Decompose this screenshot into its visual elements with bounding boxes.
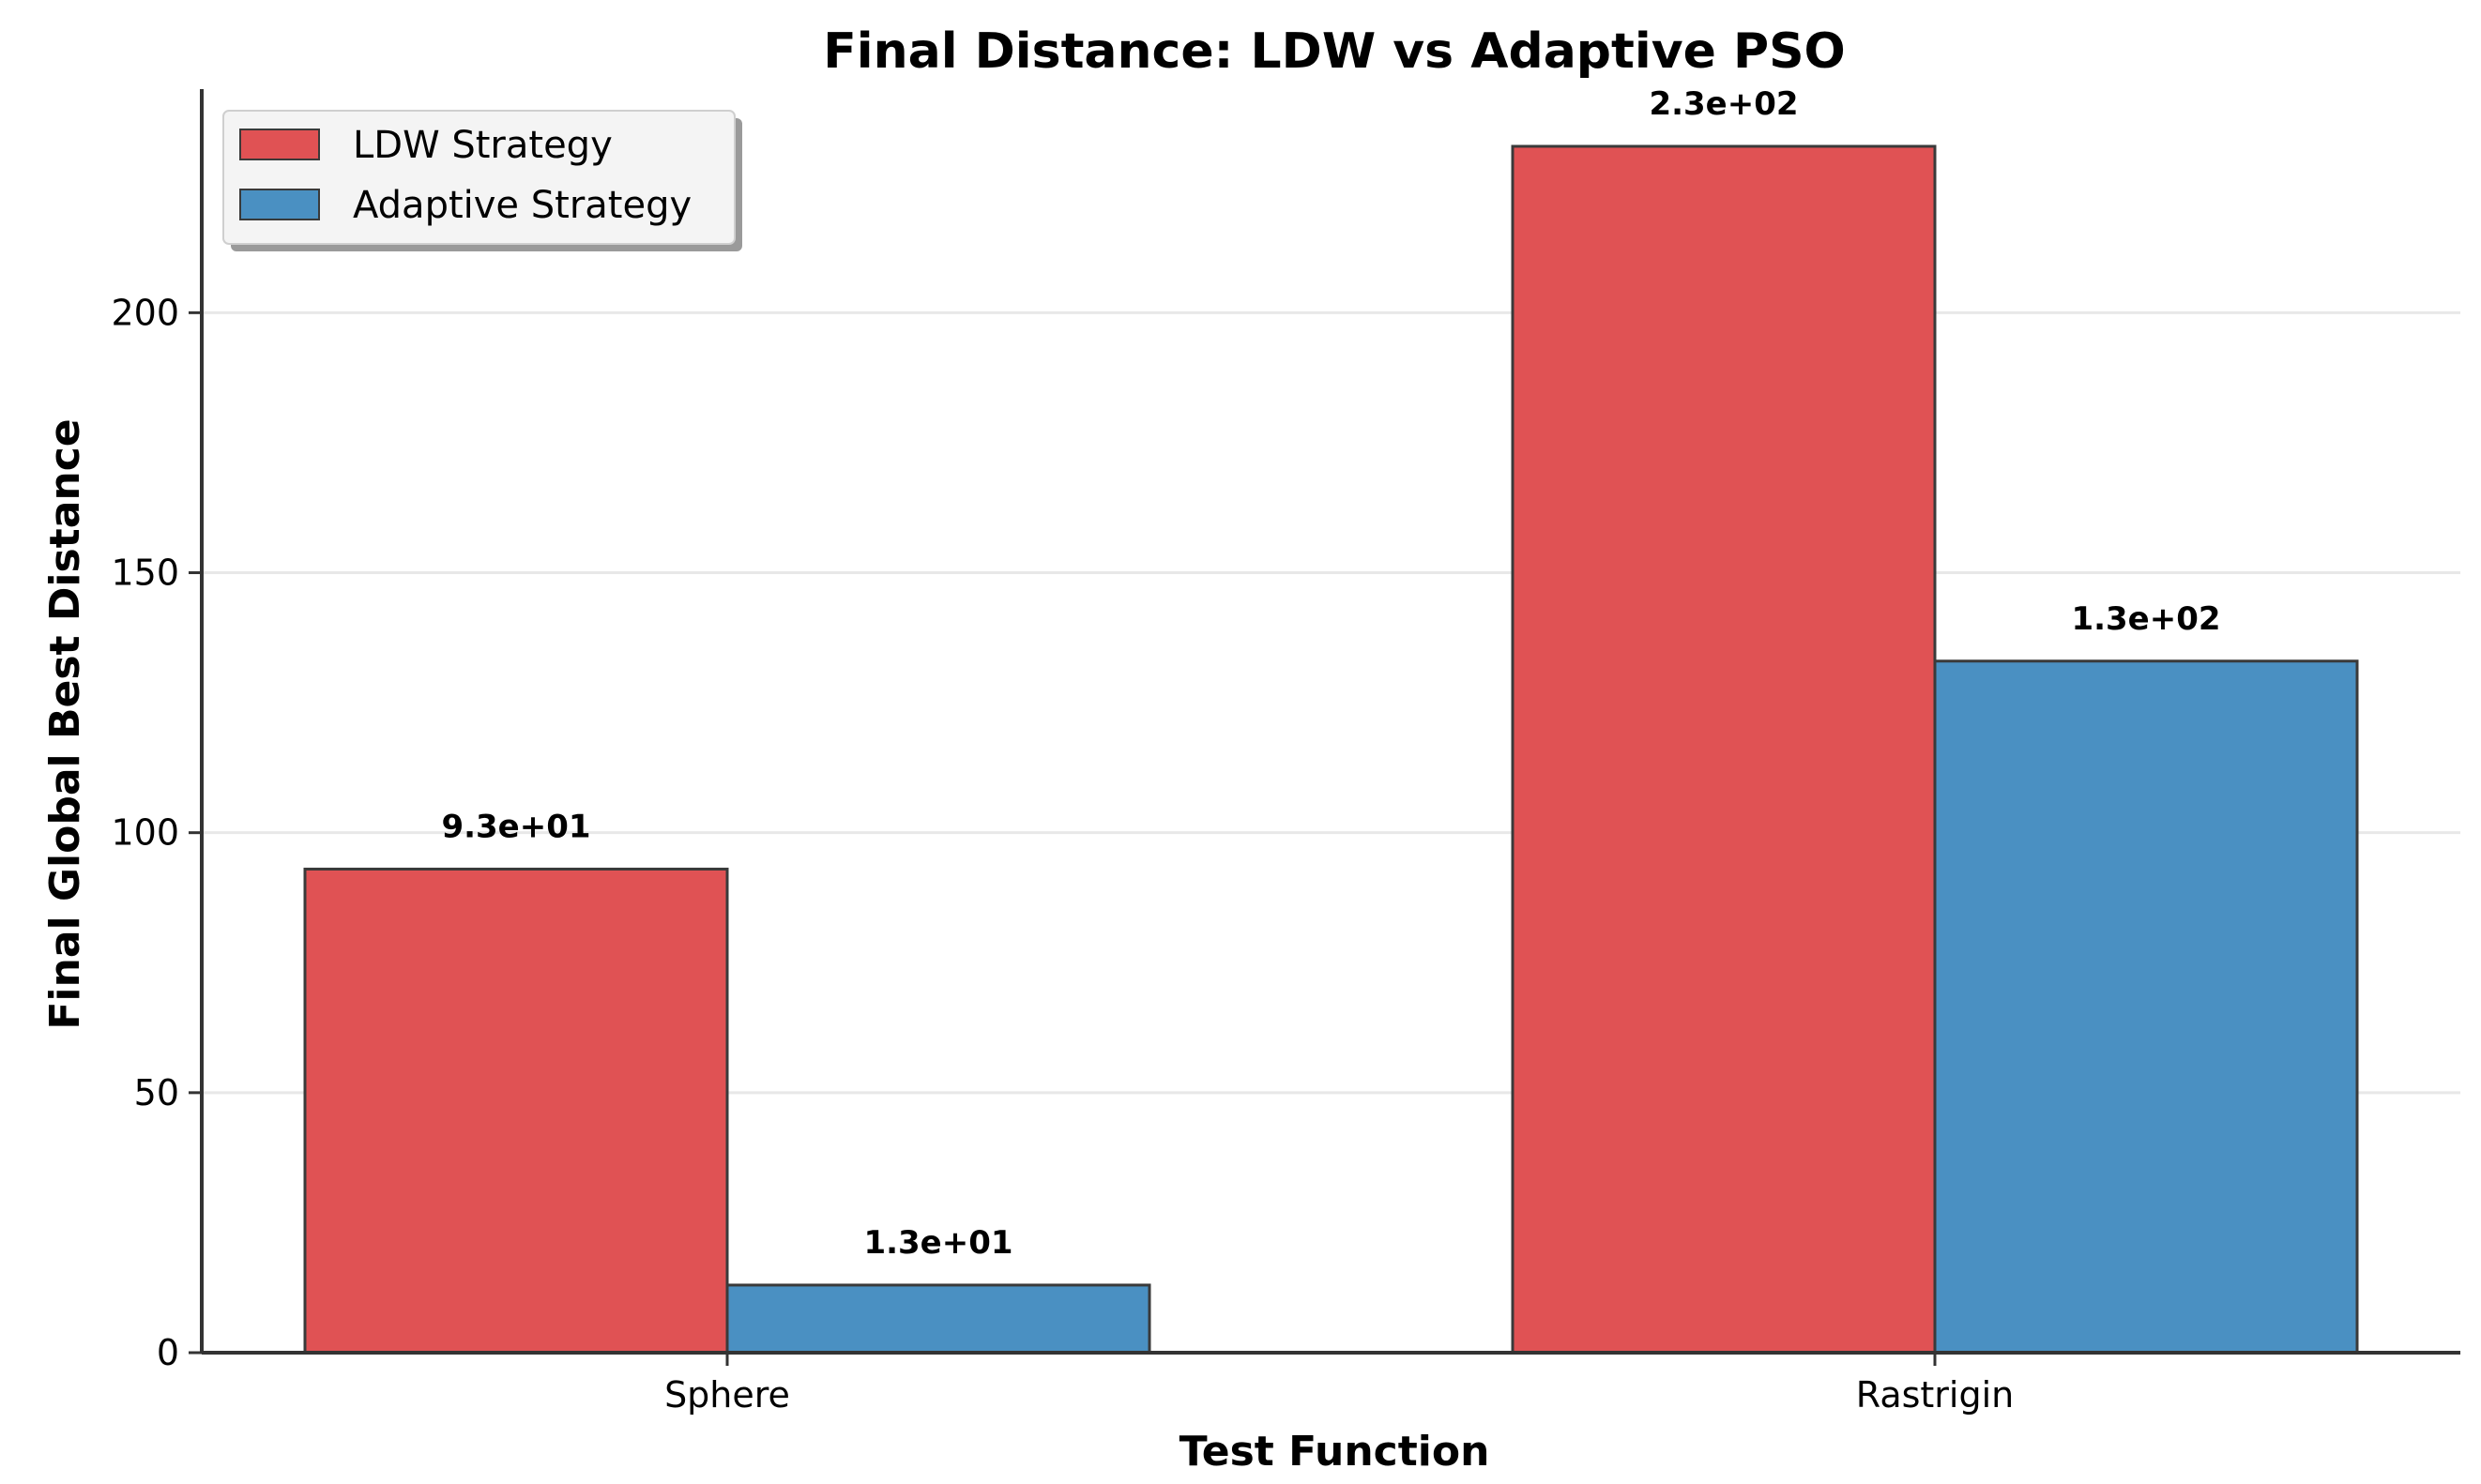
data-label: 9.3e+01 [441,808,590,845]
x-tick-label: Rastrigin [1856,1374,2015,1416]
bar [1511,144,1937,1355]
y-tick-label: 100 [111,812,179,854]
bars [303,144,2359,1355]
legend: LDW Strategy Adaptive Strategy [222,110,742,251]
x-tick-label: Sphere [664,1374,790,1416]
legend-swatch [239,129,320,160]
y-tick-label: 0 [157,1332,179,1373]
legend-box [222,110,736,245]
y-axis-label: Final Global Best Distance [41,418,89,1029]
axes: 0 50 100 150 200 Sphere Rastrigin [111,89,2460,1416]
y-tick-label: 150 [111,553,179,594]
legend-label: Adaptive Strategy [353,184,692,227]
legend-label: LDW Strategy [353,124,613,167]
x-axis-label: Test Function [1180,1428,1490,1476]
data-labels: 9.3e+01 2.3e+02 1.3e+01 1.3e+02 [441,85,2220,1262]
y-tick-label: 50 [134,1072,179,1113]
data-label: 2.3e+02 [1649,85,1798,123]
legend-swatch [239,189,320,220]
bar [1933,659,2359,1355]
chart-title: Final Distance: LDW vs Adaptive PSO [823,23,1846,80]
data-label: 1.3e+02 [2071,600,2220,638]
y-tick-label: 200 [111,292,179,333]
bar [725,1283,1151,1355]
data-label: 1.3e+01 [863,1224,1012,1262]
bar [303,867,729,1355]
